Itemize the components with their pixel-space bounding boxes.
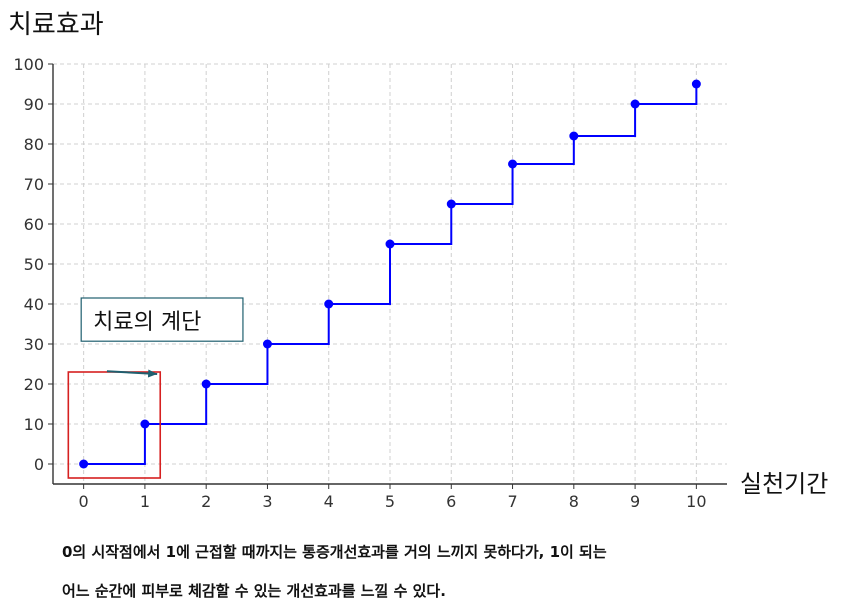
data-point — [630, 99, 640, 109]
y-tick-label: 30 — [24, 335, 44, 354]
data-point — [446, 199, 456, 209]
y-tick-label: 40 — [24, 295, 44, 314]
x-tick-label: 2 — [201, 492, 211, 511]
y-tick-label: 0 — [34, 455, 44, 474]
data-point — [201, 379, 211, 389]
y-tick-label: 100 — [13, 55, 44, 74]
x-tick-label: 7 — [507, 492, 517, 511]
x-tick-label: 1 — [140, 492, 150, 511]
x-tick-label: 5 — [385, 492, 395, 511]
data-point — [324, 299, 334, 309]
data-point — [508, 159, 518, 169]
y-axis-label: 치료효과 — [8, 10, 104, 40]
x-tick-label: 6 — [446, 492, 456, 511]
annotation-arrow-head — [147, 369, 158, 378]
data-point — [691, 79, 701, 89]
x-tick-label: 3 — [262, 492, 272, 511]
y-tick-label: 70 — [24, 175, 44, 194]
x-axis-label: 실천기간 — [740, 470, 829, 498]
annotation: 치료의 계단 — [67, 297, 244, 479]
x-tick-label: 8 — [569, 492, 579, 511]
y-tick-label: 10 — [24, 415, 44, 434]
grid — [53, 63, 727, 484]
y-tick-label: 80 — [24, 135, 44, 154]
data-point — [140, 419, 150, 429]
y-tick-label: 90 — [24, 95, 44, 114]
x-tick-label: 0 — [79, 492, 89, 511]
annotation-text: 치료의 계단 — [93, 310, 201, 335]
data-point — [385, 239, 395, 249]
data-point — [79, 459, 89, 469]
caption-line-1: 0의 시작점에서 1에 근접할 때까지는 통증개선효과를 거의 느끼지 못하다가… — [62, 543, 607, 561]
x-tick-label: 9 — [630, 492, 640, 511]
series — [79, 79, 701, 469]
y-tick-label: 20 — [24, 375, 44, 394]
y-tick-label: 50 — [24, 255, 44, 274]
x-tick-label: 4 — [324, 492, 334, 511]
axes — [48, 63, 727, 489]
y-tick-label: 60 — [24, 215, 44, 234]
annotation-box — [80, 297, 244, 342]
x-tick-label: 10 — [686, 492, 706, 511]
data-point — [262, 339, 272, 349]
caption-line-2: 어느 순간에 피부로 체감할 수 있는 개선효과를 느낄 수 있다. — [62, 582, 446, 600]
data-point — [569, 131, 579, 141]
